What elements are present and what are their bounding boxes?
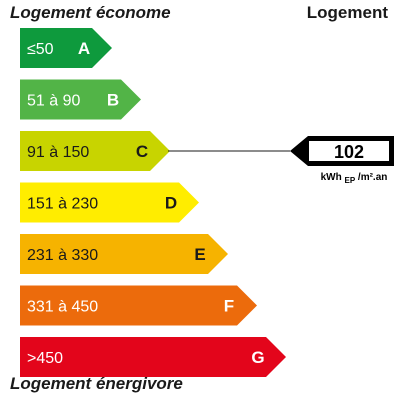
unit-main: kWh bbox=[321, 172, 345, 183]
energy-band-b-range: 51 à 90 bbox=[27, 93, 80, 110]
energy-band-g-letter: G bbox=[251, 348, 264, 367]
economical-home-label: Logement économe bbox=[10, 3, 171, 22]
energy-intensive-home-label: Logement énergivore bbox=[10, 374, 183, 393]
energy-band-f-letter: F bbox=[224, 297, 234, 316]
energy-band-d-range: 151 à 230 bbox=[27, 196, 98, 213]
energy-band-a-letter: A bbox=[78, 39, 90, 58]
energy-band-c: 91 à 150 C bbox=[20, 131, 170, 171]
energy-band-a-range: ≤50 bbox=[27, 41, 54, 58]
energy-band-e-shape bbox=[20, 234, 228, 274]
energy-bands: ≤50 A 51 à 90 B 91 à 150 C 151 à 230 D 231 à 330… bbox=[20, 28, 286, 377]
unit-label: kWh EP /m².an bbox=[321, 172, 388, 185]
energy-band-c-letter: C bbox=[136, 142, 148, 161]
energy-band-b: 51 à 90 B bbox=[20, 79, 141, 120]
energy-band-g-shape bbox=[20, 337, 286, 377]
unit-subscript: EP bbox=[344, 176, 355, 185]
energy-band-f-shape bbox=[20, 285, 257, 326]
energy-band-a: ≤50 A bbox=[20, 28, 112, 68]
marker-value-box bbox=[309, 141, 389, 161]
energy-band-e-letter: E bbox=[194, 245, 205, 264]
current-value-text: 102 bbox=[334, 142, 364, 162]
current-value-marker: 102 kWh EP /m².an bbox=[168, 136, 394, 185]
energy-band-d-shape bbox=[20, 182, 199, 223]
energy-band-f: 331 à 450 F bbox=[20, 285, 257, 326]
energy-band-a-shape bbox=[20, 28, 112, 68]
energy-band-c-range: 91 à 150 bbox=[27, 144, 89, 161]
energy-band-e-range: 231 à 330 bbox=[27, 247, 98, 264]
energy-band-g: >450 G bbox=[20, 337, 286, 377]
energy-band-d: 151 à 230 D bbox=[20, 182, 199, 223]
energy-band-b-shape bbox=[20, 79, 141, 120]
energy-band-g-range: >450 bbox=[27, 350, 63, 367]
energy-band-c-shape bbox=[20, 131, 170, 171]
home-label: Logement bbox=[306, 3, 388, 22]
energy-band-b-letter: B bbox=[107, 91, 119, 110]
energy-band-e: 231 à 330 E bbox=[20, 234, 228, 274]
energy-band-f-range: 331 à 450 bbox=[27, 299, 98, 316]
unit-suffix: /m².an bbox=[355, 172, 387, 183]
energy-band-d-letter: D bbox=[165, 194, 177, 213]
